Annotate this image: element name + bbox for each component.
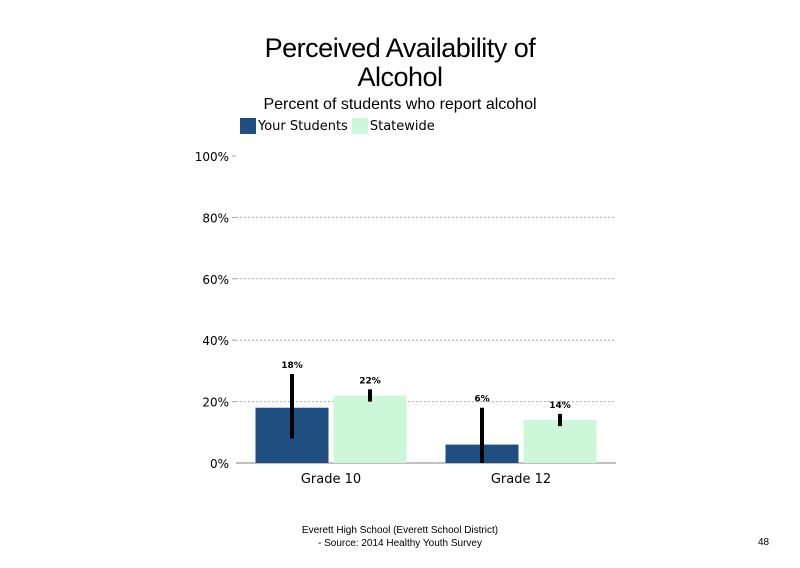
data-label: 18% [281,361,303,371]
x-tick-label: Grade 10 [301,472,361,487]
bar [333,395,407,463]
y-tick-label: 80% [202,211,229,225]
x-tick-label: Grade 12 [491,472,551,487]
chart-title-line-2: Alcohol [357,62,443,92]
y-tick-label: 0% [210,457,229,471]
legend-label-your-students: Your Students [258,118,348,134]
legend-label-statewide: Statewide [369,118,435,134]
legend-item-your-students: Your Students [240,118,348,134]
chart-subtitle: Percent of students who report alcohol [263,96,537,113]
y-tick-label: 40% [202,334,229,348]
legend-swatch-statewide [351,118,368,134]
footer-school: Everett High School (Everett School Dist… [301,525,499,536]
data-label: 6% [474,395,489,405]
footer: Everett High School (Everett School Dist… [250,524,550,550]
y-tick-label: 100% [195,150,229,164]
legend-item-statewide: Statewide [351,118,435,134]
data-label: 22% [359,376,381,386]
y-tick-label: 20% [202,396,229,410]
footer-source: - Source: 2014 Healthy Youth Survey [318,538,482,549]
page-number: 48 [758,537,770,548]
chart-legend: Your Students Statewide [240,118,439,134]
chart-title-line-1: Perceived Availability of [264,33,536,63]
chart-title: Perceived Availability of Alcohol [200,34,600,92]
bar [523,420,597,463]
legend-swatch-your-students [240,118,256,134]
y-tick-label: 60% [202,273,229,287]
data-label: 14% [549,401,571,411]
